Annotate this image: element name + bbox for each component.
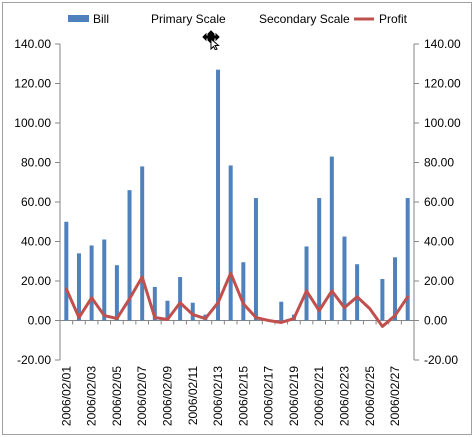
bill-bar — [114, 265, 119, 321]
primary-y-tick-label: 140.00 — [14, 37, 51, 51]
bill-bar — [140, 166, 145, 321]
bill-bar — [165, 300, 170, 321]
legend-profit-label: Profit — [379, 12, 408, 26]
x-tick-label: 2006/02/03 — [85, 366, 99, 426]
bill-bar — [216, 69, 221, 321]
secondary-y-tick-label: 100.00 — [424, 116, 461, 130]
bill-bar — [241, 262, 246, 321]
bill-bar — [317, 198, 322, 321]
primary-y-tick-label: 20.00 — [21, 274, 51, 288]
legend-secondary-scale-label: Secondary Scale — [259, 12, 350, 26]
bill-bar — [279, 301, 284, 321]
bill-bar — [127, 190, 132, 321]
bill-bar — [405, 198, 410, 321]
primary-y-tick-label: 40.00 — [21, 235, 51, 249]
tick-labels: -20.00 0.00 20.00 40.00 60.00 80.00 100.00 120.… — [14, 37, 461, 426]
x-tick-label: 2006/02/19 — [287, 366, 301, 426]
bill-bar — [152, 286, 157, 321]
bill-bar — [64, 221, 69, 321]
bill-bar — [253, 198, 258, 321]
legend-bill-label: Bill — [93, 12, 109, 26]
x-tick-label: 2006/02/11 — [186, 366, 200, 425]
x-tick-label: 2006/02/21 — [312, 366, 326, 426]
x-tick-label: 2006/02/17 — [262, 366, 276, 426]
bill-bar — [329, 156, 334, 321]
x-tick-label: 2006/02/27 — [388, 366, 402, 426]
bill-bar — [228, 165, 233, 321]
secondary-y-tick-label: 140.00 — [424, 37, 461, 51]
bill-bar — [380, 279, 385, 321]
primary-y-tick-label: 80.00 — [21, 156, 51, 170]
axes — [55, 43, 419, 361]
profit-series — [64, 271, 410, 328]
x-tick-label: 2006/02/09 — [160, 366, 174, 426]
x-tick-label: 2006/02/13 — [211, 366, 225, 426]
bill-bar — [89, 245, 94, 321]
bill-bar — [178, 277, 183, 321]
x-tick-label: 2006/02/01 — [59, 366, 73, 426]
secondary-y-tick-label: 20.00 — [424, 274, 454, 288]
x-tick-label: 2006/02/23 — [337, 366, 351, 426]
bill-bar — [355, 264, 360, 321]
legend-bill-swatch — [68, 15, 89, 22]
bill-bar — [393, 257, 398, 321]
profit-line — [64, 271, 410, 328]
legend: Bill Primary Scale Secondary Scale Profit — [68, 12, 408, 26]
secondary-y-tick-label: 60.00 — [424, 195, 454, 209]
x-tick-label: 2006/02/25 — [363, 366, 377, 426]
primary-y-tick-label: 120.00 — [14, 77, 51, 91]
legend-primary-scale-label: Primary Scale — [151, 12, 226, 26]
x-tick-label: 2006/02/07 — [135, 366, 149, 426]
bill-bar — [342, 236, 347, 321]
secondary-y-tick-label: 40.00 — [424, 235, 454, 249]
move-cursor-icon — [202, 30, 220, 50]
primary-y-tick-label: 100.00 — [14, 116, 51, 130]
bill-bar — [102, 239, 107, 321]
bill-bar — [304, 246, 309, 321]
primary-y-tick-label: 0.00 — [28, 314, 52, 328]
primary-y-tick-label: -20.00 — [17, 353, 51, 367]
bill-series — [64, 69, 410, 321]
primary-y-tick-label: 60.00 — [21, 195, 51, 209]
secondary-y-tick-label: 0.00 — [424, 314, 448, 328]
bill-bar — [190, 302, 195, 321]
bill-bar — [76, 253, 81, 321]
x-tick-label: 2006/02/05 — [110, 366, 124, 426]
secondary-y-tick-label: 80.00 — [424, 156, 454, 170]
secondary-y-tick-label: -20.00 — [424, 353, 458, 367]
secondary-y-tick-label: 120.00 — [424, 77, 461, 91]
x-tick-label: 2006/02/15 — [236, 366, 250, 426]
